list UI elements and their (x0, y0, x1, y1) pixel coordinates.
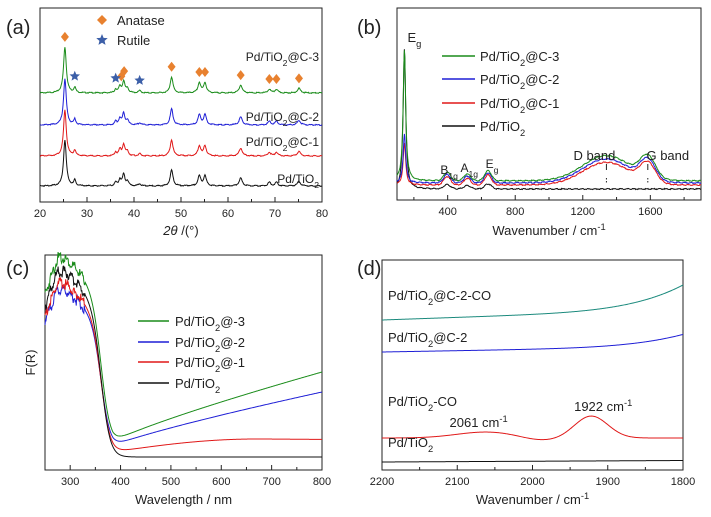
panel-label-d: (d) (357, 258, 381, 280)
x-axis-label-b: Wavenumber / cm-1 (492, 222, 605, 238)
x-tick-label-b: 800 (506, 206, 524, 218)
x-tick-label-c: 400 (111, 476, 129, 488)
legend-label-c: Pd/TiO2@-2 (175, 335, 245, 354)
annotation-b1g: B1g (440, 163, 458, 181)
x-tick-label-a: 70 (269, 208, 281, 220)
panel-label-c: (c) (6, 258, 29, 280)
series-label-a: Pd/TiO2 (277, 172, 319, 190)
annotation-eg-main: Eg (407, 30, 421, 49)
series-label-a: Pd/TiO2@C-1 (246, 135, 320, 153)
anatase-marker (236, 70, 245, 81)
series-line-a (39, 47, 323, 95)
chart-a-marks: 20 30 40 50 60 70 80 2θ /(°) Pd/TiO2@C-3 Pd/TiO2@… (34, 13, 328, 238)
anatase-marker (265, 74, 274, 85)
series-label-a: Pd/TiO2@C-3 (246, 50, 320, 68)
x-axis-label-a: 2θ /(°) (162, 223, 198, 238)
legend-label-c: Pd/TiO2@-1 (175, 355, 245, 374)
legend-rutile-marker (96, 34, 108, 45)
series-label-d: Pd/TiO2@C-2 (388, 330, 467, 349)
anatase-marker (167, 61, 176, 72)
series-line-d (381, 415, 683, 441)
x-tick-label-a: 30 (81, 208, 93, 220)
series-line-c (44, 276, 322, 451)
x-tick-label-b: 1200 (571, 206, 595, 218)
chart-c-marks: 300 400 500 600 700 800 Wavelength / nm F(R) Pd/… (23, 251, 331, 507)
annotation-g-band: G band (646, 148, 689, 163)
x-tick-label-d: 1800 (671, 476, 695, 488)
legend-label-b: Pd/TiO2@C-3 (480, 49, 559, 68)
series-label-d: Pd/TiO2@C-2-CO (388, 288, 491, 307)
legend-label-c: Pd/TiO2 (175, 376, 220, 395)
series-label-a: Pd/TiO2@C-2 (246, 110, 320, 128)
x-tick-label-c: 700 (262, 476, 280, 488)
x-tick-label-d: 2100 (445, 476, 469, 488)
series-line-a (39, 78, 323, 127)
annotation-eg: Eg (486, 157, 499, 175)
series-line-c (44, 251, 323, 437)
series-line-d (381, 284, 684, 321)
legend-label-c: Pd/TiO2@-3 (175, 314, 245, 333)
rutile-marker (134, 74, 145, 85)
series-line-d (382, 460, 683, 463)
y-axis-label-c: F(R) (23, 350, 38, 376)
legend-rutile-label: Rutile (117, 33, 150, 48)
x-tick-label-d: 1900 (596, 476, 620, 488)
x-tick-label-a: 50 (175, 208, 187, 220)
rutile-marker (110, 72, 121, 83)
x-tick-label-b: 400 (438, 206, 456, 218)
x-tick-label-a: 80 (316, 208, 328, 220)
anatase-marker (195, 66, 204, 77)
rutile-marker (69, 70, 81, 81)
x-tick-label-b: 1600 (638, 206, 662, 218)
series-line-a (39, 109, 323, 158)
anatase-marker (60, 31, 69, 42)
annotation-d-band: D band (573, 148, 615, 163)
series-line-c (44, 265, 322, 458)
x-tick-label-a: 40 (128, 208, 140, 220)
x-axis-label-c: Wavelength / nm (135, 492, 232, 507)
series-line-b (396, 49, 702, 191)
series-line-b (396, 50, 702, 183)
series-label-d: Pd/TiO2 (388, 435, 433, 454)
x-tick-label-c: 600 (212, 476, 230, 488)
x-tick-label-a: 60 (222, 208, 234, 220)
series-line-a (39, 140, 323, 188)
anatase-marker (200, 67, 209, 78)
series-line-c (44, 283, 323, 442)
plot-frame-c (44, 254, 323, 471)
legend-anatase-marker (97, 15, 107, 25)
x-tick-label-d: 2200 (370, 476, 394, 488)
anatase-marker (120, 66, 129, 77)
panel-label-a: (a) (6, 17, 30, 39)
x-tick-label-c: 500 (162, 476, 180, 488)
x-axis-label-d: Wavenumber / cm-1 (476, 491, 589, 507)
anatase-marker (294, 73, 303, 84)
x-tick-label-d: 2000 (520, 476, 544, 488)
annotation-1922: 1922 cm-1 (574, 398, 632, 414)
series-line-b (396, 142, 702, 187)
panel-label-b: (b) (357, 17, 381, 39)
legend-label-b: Pd/TiO2@C-2 (480, 72, 559, 91)
annotation-a1g: A1g (460, 161, 478, 179)
legend-label-b: Pd/TiO2@C-1 (480, 96, 559, 115)
legend-anatase-label: Anatase (117, 13, 165, 28)
series-line-b (396, 133, 702, 185)
x-tick-label-c: 800 (313, 476, 331, 488)
annotation-2061: 2061 cm-1 (450, 414, 508, 430)
chart-d-marks: 2200 2100 2000 1900 1800 Wavenumber / cm-1 Pd/… (370, 284, 695, 507)
series-line-d (381, 333, 684, 353)
legend-label-b: Pd/TiO2 (480, 119, 525, 138)
anatase-marker (272, 74, 281, 85)
series-label-d: Pd/TiO2-CO (388, 394, 457, 413)
x-tick-label-a: 20 (34, 208, 46, 220)
x-tick-label-c: 300 (61, 476, 79, 488)
